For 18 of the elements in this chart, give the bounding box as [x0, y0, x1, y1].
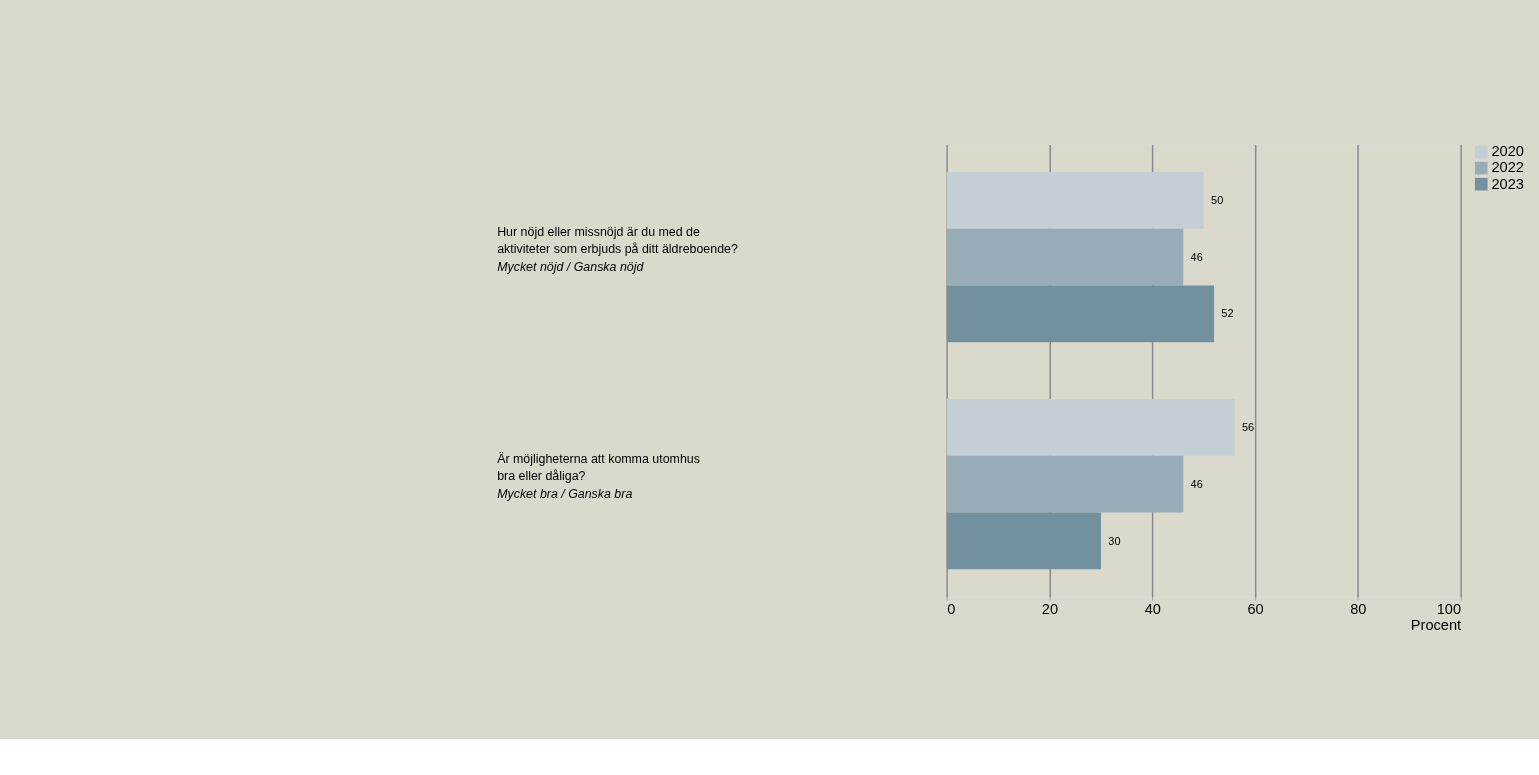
x-tick-label: 60 — [1247, 600, 1264, 617]
data-label: 52 — [1221, 307, 1234, 320]
x-tick-label: 20 — [1041, 600, 1059, 617]
data-label: 50 — [1211, 193, 1224, 206]
data-label: 46 — [1190, 477, 1203, 490]
x-tick-label: 40 — [1144, 600, 1161, 617]
category-label: Är möjligheterna att komma utomhus bra eller dåliga? Mycket bra / Ganska bra — [497, 451, 700, 502]
legend-label: 2023 — [1491, 175, 1524, 192]
legend-label: 2022 — [1491, 159, 1524, 176]
x-tick-label: 0 — [947, 600, 956, 617]
legend-label: 2020 — [1491, 143, 1524, 160]
x-tick-label: 100 — [1436, 600, 1462, 617]
x-axis-title: Procent — [1410, 616, 1462, 633]
x-tick-label: 80 — [1350, 600, 1367, 617]
category-label: Hur nöjd eller missnöjd är du med de aktiviteter som erbjuds på ditt äldreboende? Mycket nöjd / Ganska nöjd — [497, 224, 738, 274]
data-label: 56 — [1241, 421, 1255, 434]
data-label: 30 — [1108, 534, 1121, 547]
data-label: 46 — [1190, 250, 1203, 263]
